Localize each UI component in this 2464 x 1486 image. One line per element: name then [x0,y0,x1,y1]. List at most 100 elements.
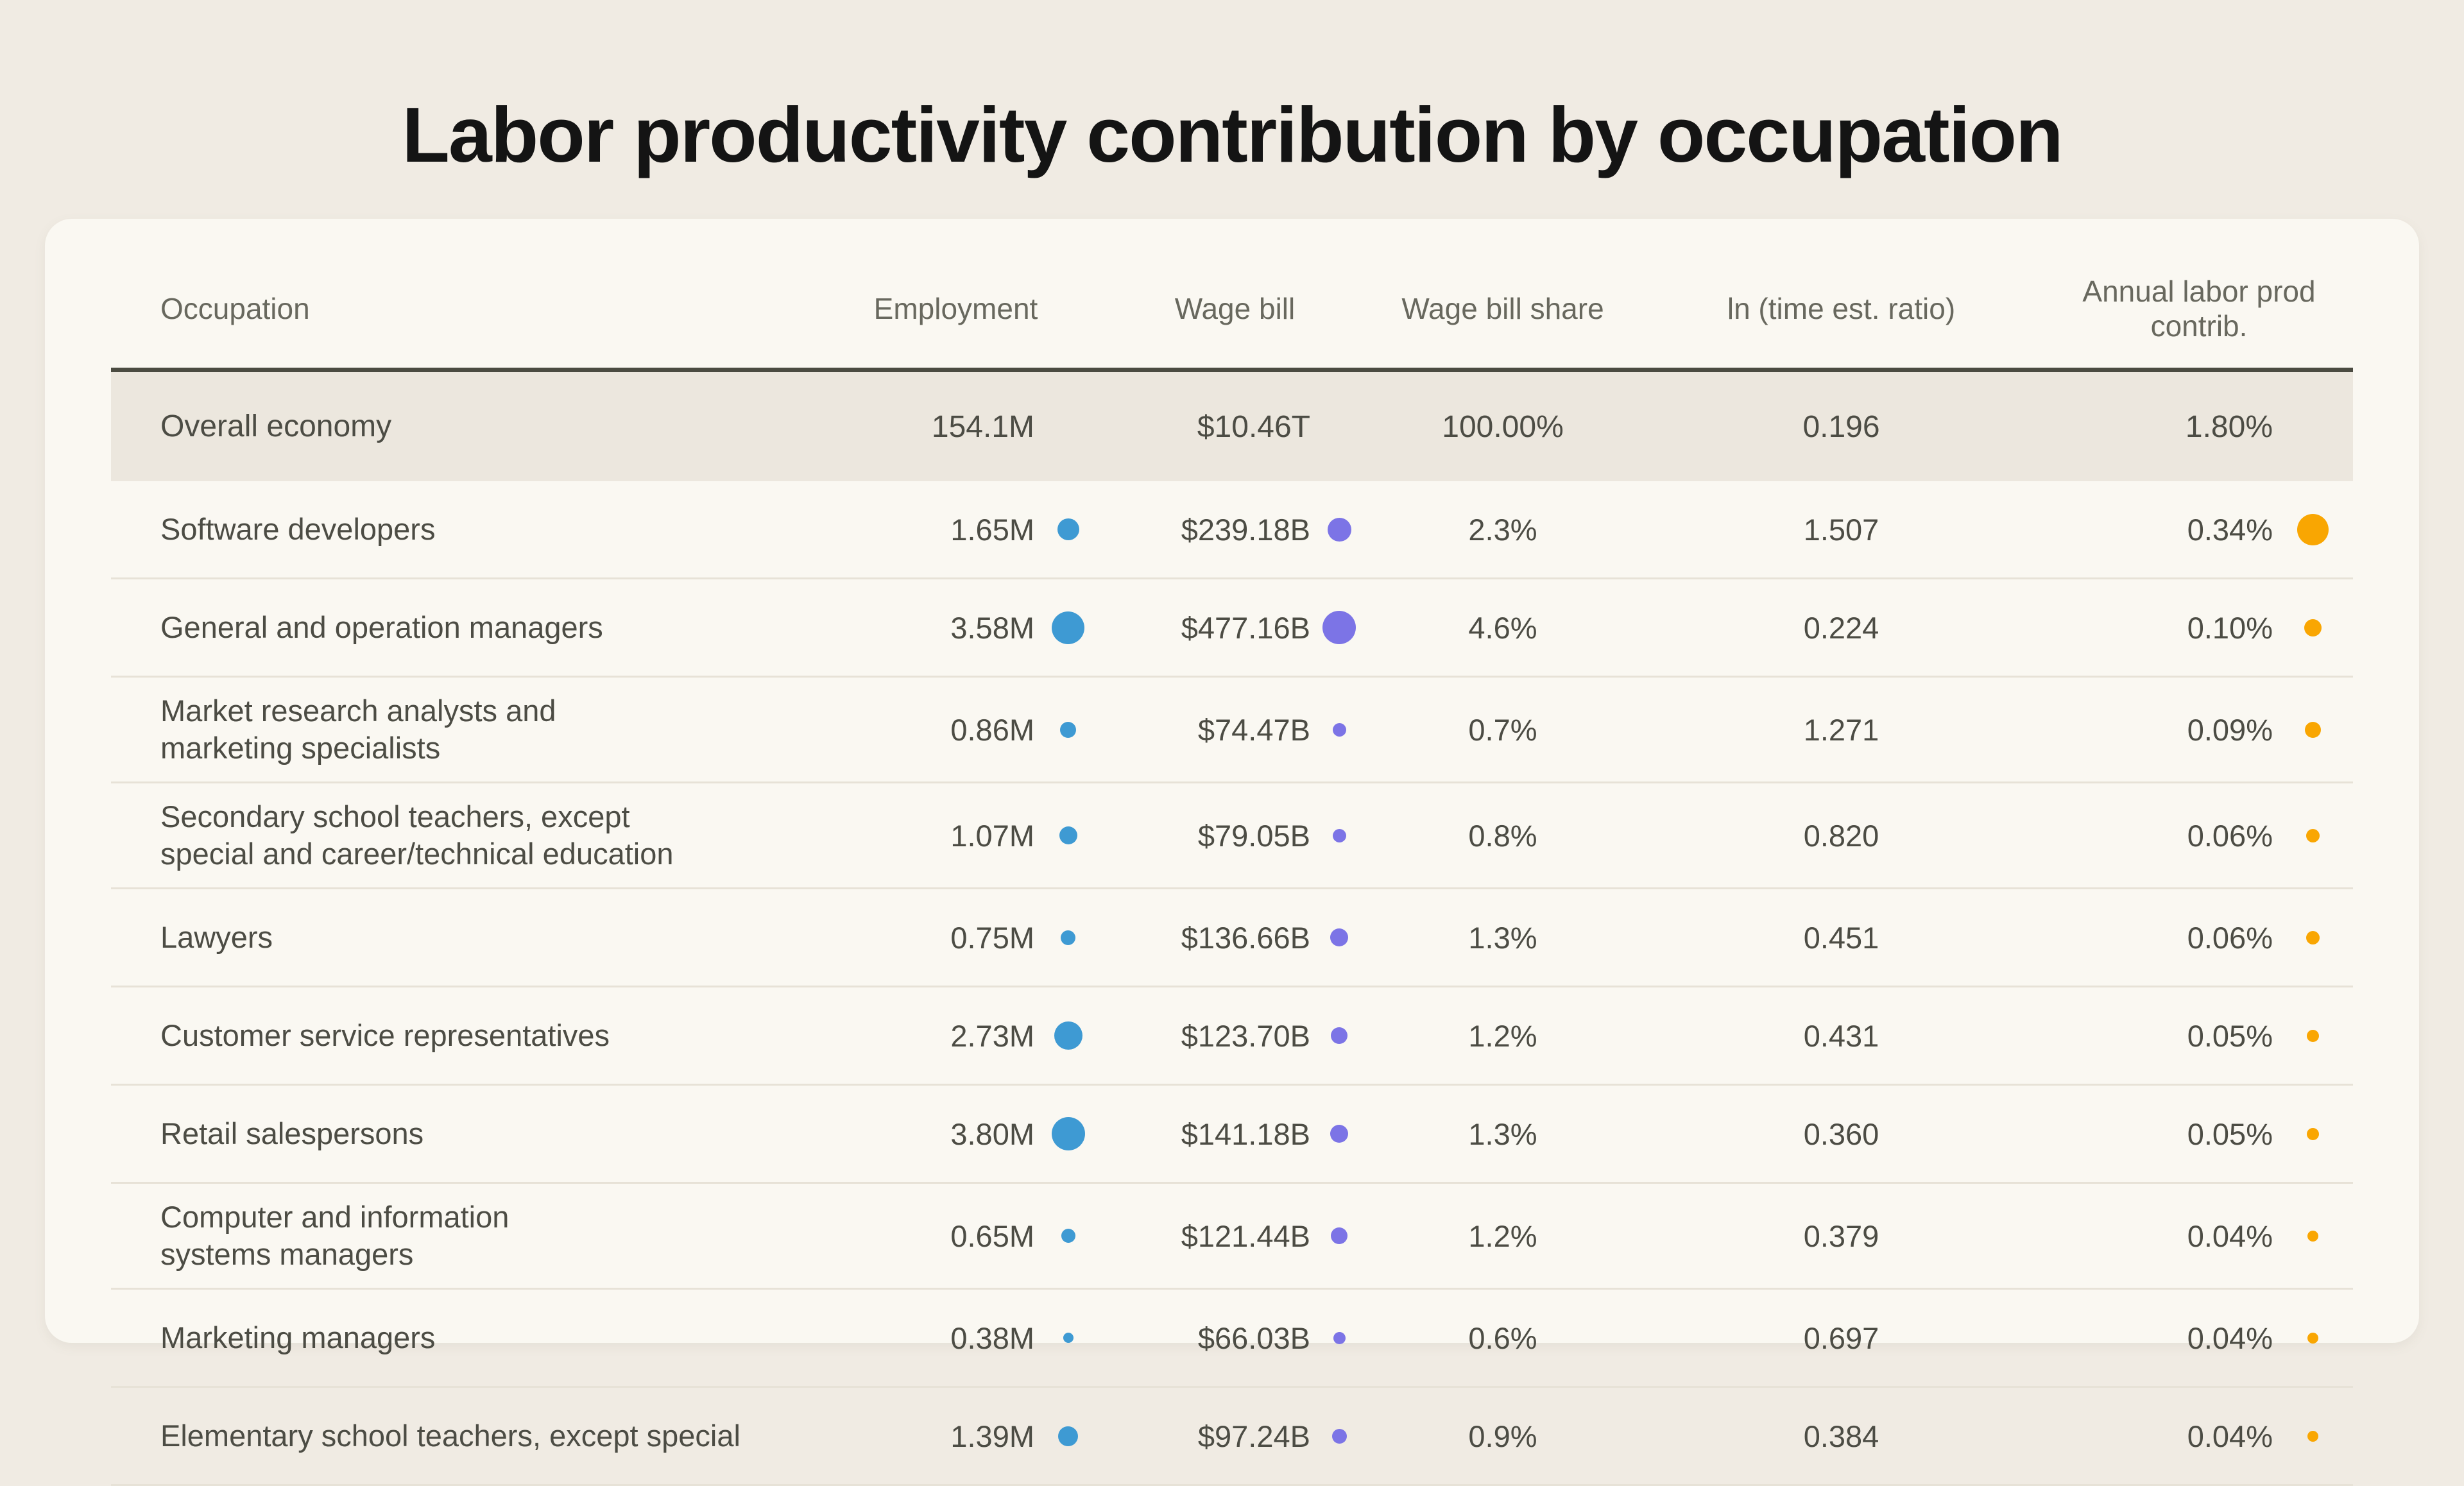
contrib-value: 0.06% [2187,818,2273,853]
column-header-ln-time-est-ratio: ln (time est. ratio) [1727,292,1956,325]
contrib-dot [2307,1332,2318,1344]
column-header-annual-labor-prod-contrib: Annual labor prod contrib. [2082,275,2316,343]
occupation-label: Elementary school teachers, except speci… [160,1419,740,1453]
table-row: Market research analysts and marketing s… [111,678,2353,783]
wage-bill-value: $141.18B [1181,1116,1310,1151]
contrib-dot-cell [2273,513,2353,545]
contrib-value: 0.34% [2187,512,2273,547]
contrib-value: 0.04% [2187,1419,2273,1453]
summary-wage-bill: $10.46T [1197,409,1310,444]
wage-bill-value: $97.24B [1197,1419,1310,1453]
wage_bill-dot-cell [1310,928,1368,946]
table-row: Secondary school teachers, except specia… [111,783,2353,889]
occupation-label: Software developers [160,512,436,546]
summary-contrib: 1.80% [2185,409,2273,444]
wage_bill-dot-cell [1310,1331,1368,1344]
table-row: Marketing managers 0.38M $66.03B 0.6% 0.697 0… [111,1290,2353,1388]
ratio-value: 0.451 [1803,920,1879,955]
wage-bill-value: $66.03B [1197,1320,1310,1355]
employment-dot [1058,1426,1078,1446]
wage-bill-share-value: 1.2% [1468,1018,1537,1053]
wage_bill-dot-cell [1310,611,1368,644]
employment-dot [1061,930,1075,945]
wage_bill-dot [1333,1331,1346,1344]
table-row: Computer and information systems manager… [111,1184,2353,1290]
contrib-value: 0.10% [2187,610,2273,645]
contrib-dot [2304,619,2322,636]
ratio-value: 0.697 [1803,1320,1879,1355]
ratio-value: 0.379 [1803,1218,1879,1253]
occupation-label: Computer and information systems manager… [160,1200,509,1271]
wage_bill-dot-cell [1310,828,1368,842]
employment-value: 0.86M [950,712,1034,747]
summary-employment: 154.1M [931,409,1034,444]
employment-dot-cell [1034,721,1102,738]
column-header-wage-bill: Wage bill [1174,292,1296,325]
employment-dot-cell [1034,1117,1102,1150]
wage-bill-share-value: 0.9% [1468,1419,1537,1453]
employment-value: 1.39M [950,1419,1034,1453]
wage_bill-dot [1331,1227,1348,1244]
table-row: Customer service representatives 2.73M $12… [111,987,2353,1086]
occupation-label: Marketing managers [160,1320,436,1354]
occupation-label: Secondary school teachers, except specia… [160,799,674,871]
table-row: Software developers 1.65M $239.18B 2.3% 1.50… [111,481,2353,579]
employment-dot-cell [1034,518,1102,540]
employment-dot [1060,721,1076,738]
wage-bill-value: $239.18B [1181,512,1310,547]
contrib-dot [2305,721,2321,738]
column-header-wage-bill-share: Wage bill share [1401,292,1604,325]
wage-bill-share-value: 1.2% [1468,1218,1537,1253]
employment-dot-cell [1034,1333,1102,1343]
wage_bill-dot [1331,1428,1347,1444]
wage_bill-dot [1330,928,1348,946]
employment-dot-cell [1034,1229,1102,1243]
summary-row-overall-economy: Overall economy 154.1M $10.46T 100.00% 0… [111,372,2353,481]
wage_bill-dot [1327,517,1351,542]
page-title: Labor productivity contribution by occup… [402,91,2063,178]
wage_bill-dot-cell [1310,1428,1368,1444]
wage_bill-dot [1330,1125,1348,1143]
contrib-dot-cell [2273,721,2353,738]
employment-value: 1.07M [950,818,1034,853]
wage_bill-dot-cell [1310,722,1368,737]
employment-value: 0.65M [950,1218,1034,1253]
ratio-value: 0.431 [1803,1018,1879,1053]
contrib-dot-cell [2273,828,2353,842]
ratio-value: 1.507 [1803,512,1879,547]
contrib-dot-cell [2273,619,2353,636]
table-row: Elementary school teachers, except speci… [111,1388,2353,1486]
employment-dot [1063,1333,1074,1343]
table-body: Software developers 1.65M $239.18B 2.3% 1.50… [111,481,2353,1486]
employment-dot-cell [1034,1021,1102,1050]
employment-value: 3.80M [950,1116,1034,1151]
contrib-value: 0.04% [2187,1218,2273,1253]
employment-dot [1051,1117,1085,1150]
contrib-dot-cell [2273,1029,2353,1042]
wage_bill-dot [1331,1027,1348,1044]
ratio-value: 0.224 [1803,610,1879,645]
employment-value: 1.65M [950,512,1034,547]
contrib-dot [2297,513,2329,545]
contrib-dot-cell [2273,1430,2353,1442]
contrib-dot-cell [2273,1127,2353,1140]
wage-bill-value: $477.16B [1181,610,1310,645]
wage_bill-dot-cell [1310,1125,1368,1143]
wage-bill-share-value: 0.6% [1468,1320,1537,1355]
wage-bill-share-value: 4.6% [1468,610,1537,645]
employment-dot-cell [1034,1426,1102,1446]
wage-bill-value: $121.44B [1181,1218,1310,1253]
contrib-dot [2307,1230,2318,1242]
wage_bill-dot [1322,611,1356,644]
contrib-dot [2306,828,2320,842]
employment-dot [1052,611,1084,644]
summary-ratio: 0.196 [1802,409,1880,444]
employment-value: 3.58M [950,610,1034,645]
employment-dot [1059,826,1077,844]
wage-bill-value: $79.05B [1197,818,1310,853]
occupation-table: Occupation Employment Wage bill Wage bil… [111,219,2353,1486]
occupation-label: Market research analysts and marketing s… [160,694,556,765]
wage_bill-dot [1332,722,1346,737]
contrib-value: 0.09% [2187,712,2273,747]
ratio-value: 0.820 [1803,818,1879,853]
